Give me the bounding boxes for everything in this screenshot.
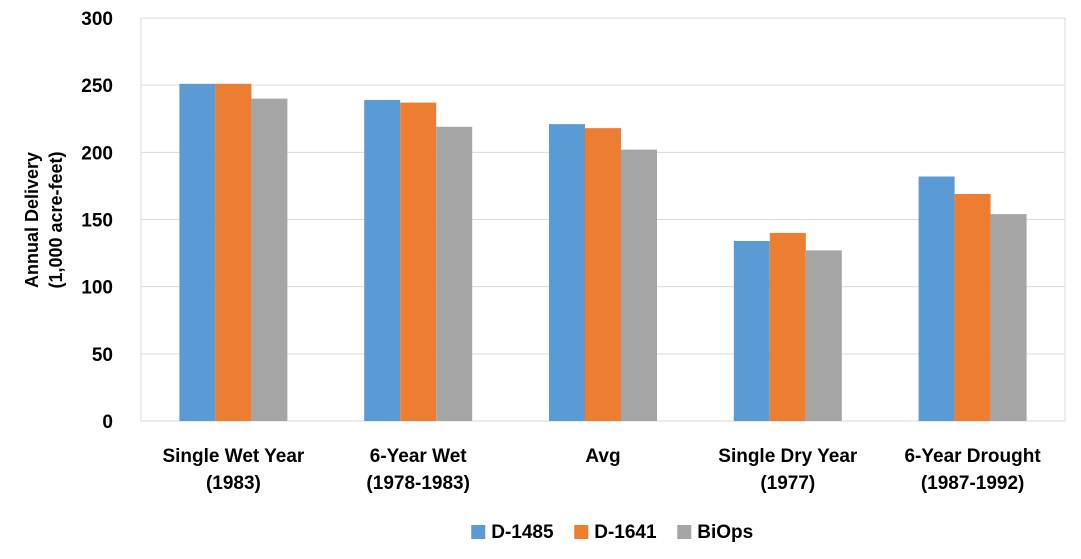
x-tick-label-line: (1977): [760, 473, 815, 494]
x-tick-label: 6-Year Drought (1987-1992): [904, 446, 1041, 494]
bar-d-1641-2: [585, 128, 621, 422]
y-axis-title: Annual Delivery (1,000 acre-feet): [22, 151, 66, 288]
legend-swatch-biops: [677, 525, 692, 539]
legend-label-d-1485: D-1485: [491, 522, 554, 543]
y-axis-label: Annual Delivery (1,000 acre-feet): [22, 151, 66, 288]
bar-biops-1: [436, 126, 473, 421]
y-tick-label: 200: [81, 143, 113, 164]
y-tick-label: 100: [81, 278, 113, 299]
x-tick-label-line: Avg: [585, 446, 620, 467]
bar-biops-4: [990, 214, 1027, 421]
x-tick-label-line: (1987-1992): [921, 473, 1025, 494]
y-tick-label: 150: [81, 211, 113, 232]
legend-label-d-1641: D-1641: [594, 522, 657, 543]
bar-d-1485-2: [549, 124, 585, 421]
bar-d-1485-4: [918, 176, 955, 421]
y-axis-label-line: Annual Delivery: [22, 152, 42, 288]
bar-biops-3: [805, 250, 842, 421]
bar-d-1641-0: [215, 83, 252, 421]
y-tick-label: 50: [92, 345, 113, 366]
x-tick-label: 6-Year Wet (1978-1983): [366, 446, 470, 494]
bar-d-1485-1: [364, 99, 401, 422]
bar-biops-2: [621, 149, 657, 421]
x-tick-label-line: (1983): [206, 473, 261, 494]
bar-d-1485-3: [733, 240, 770, 421]
bars: [179, 83, 1027, 422]
legend-label-biops: BiOps: [697, 522, 753, 543]
category-labels: Single Wet Year (1983) 6-Year Wet (1978-198…: [162, 446, 1041, 494]
bar-biops-0: [251, 98, 288, 421]
bar-d-1641-1: [400, 102, 437, 421]
bar-d-1641-4: [954, 193, 991, 421]
y-tick-label: 250: [81, 76, 113, 97]
bar-d-1641-3: [769, 232, 806, 421]
y-tick-label: 300: [81, 9, 113, 30]
axes: 0 50 100 150 200 250 300: [81, 9, 113, 433]
x-tick-label: Single Wet Year (1983): [162, 446, 304, 494]
x-tick-label-line: (1978-1983): [366, 473, 470, 494]
x-tick-label-line: Single Dry Year: [718, 446, 858, 467]
x-tick-label: Avg: [585, 446, 620, 467]
legend-swatch-d-1641: [574, 525, 589, 539]
legend-swatch-d-1485: [471, 525, 486, 539]
x-tick-label-line: 6-Year Wet: [370, 446, 467, 467]
x-tick-label-line: Single Wet Year: [162, 446, 304, 467]
y-axis-label-line: (1,000 acre-feet): [46, 151, 66, 288]
y-tick-label: 0: [102, 412, 113, 433]
bar-d-1485-0: [179, 83, 216, 421]
legend: D-1485 D-1641 BiOps: [471, 522, 753, 543]
x-tick-label: Single Dry Year (1977): [718, 446, 858, 494]
x-tick-label-line: 6-Year Drought: [904, 446, 1041, 467]
